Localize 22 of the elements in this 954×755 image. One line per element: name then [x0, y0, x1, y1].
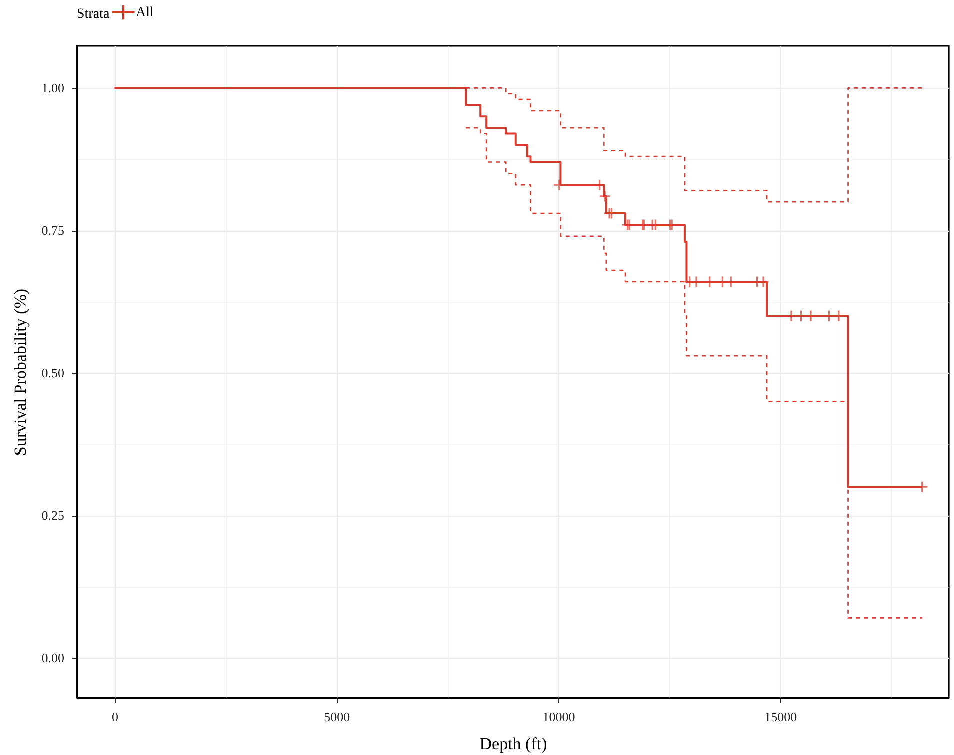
- point: [785, 310, 798, 322]
- y-axis-title: Survival Probability (%): [10, 288, 30, 456]
- y-tick-label: 0.50: [42, 366, 64, 381]
- y-tick-label: 0.00: [42, 650, 64, 666]
- x-axis-title: Depth (ft): [480, 734, 548, 754]
- point: [599, 190, 612, 203]
- point: [916, 481, 928, 494]
- x-tick-label: 5000: [324, 710, 350, 724]
- x-tick-label: 0: [112, 710, 118, 724]
- point: [795, 310, 808, 322]
- y-tick-label: 0.25: [42, 508, 64, 524]
- point: [823, 310, 836, 322]
- point: [804, 310, 818, 322]
- y-tick-label: 0.75: [42, 223, 64, 238]
- point: [594, 179, 606, 192]
- point: [553, 179, 566, 192]
- legend-title: Strata: [77, 7, 110, 22]
- point: [832, 310, 845, 322]
- y-tick-label: 1.00: [42, 80, 64, 96]
- x-tick-label: 15000: [764, 710, 798, 724]
- x-tick-label: 10000: [542, 710, 576, 724]
- legend-label: All: [136, 6, 154, 20]
